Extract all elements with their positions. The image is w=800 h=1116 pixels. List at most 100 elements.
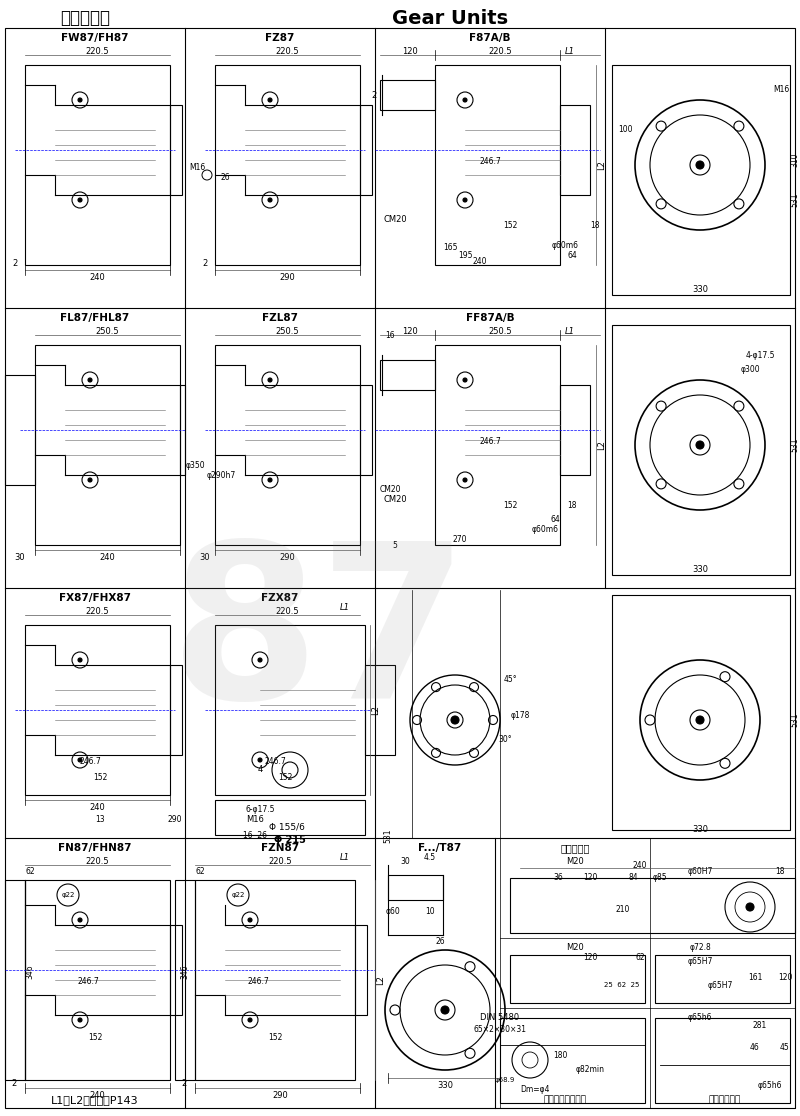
Text: 152: 152 xyxy=(278,773,292,782)
Bar xyxy=(25,625,170,795)
Text: 64: 64 xyxy=(550,516,560,525)
Text: 210: 210 xyxy=(616,905,630,914)
Text: 220.5: 220.5 xyxy=(85,857,109,866)
Text: 16  26: 16 26 xyxy=(243,830,267,839)
Text: 120: 120 xyxy=(402,327,418,337)
Bar xyxy=(365,665,395,756)
Bar xyxy=(25,881,170,1080)
Text: 120: 120 xyxy=(402,48,418,57)
Circle shape xyxy=(268,378,272,382)
Bar xyxy=(215,65,360,264)
Text: 346: 346 xyxy=(181,964,190,980)
Bar xyxy=(215,625,365,795)
Text: 65×2×30×31: 65×2×30×31 xyxy=(474,1026,526,1035)
Text: 290: 290 xyxy=(168,816,182,825)
Text: 18: 18 xyxy=(567,501,577,510)
Text: 246.7: 246.7 xyxy=(479,437,501,446)
Text: 30: 30 xyxy=(14,554,26,562)
Text: 240: 240 xyxy=(89,804,105,812)
Bar xyxy=(435,345,560,545)
Text: L1: L1 xyxy=(565,327,575,337)
Text: 62: 62 xyxy=(25,867,35,876)
Text: φ178: φ178 xyxy=(510,711,530,720)
Text: 6-φ17.5: 6-φ17.5 xyxy=(246,806,274,815)
Circle shape xyxy=(258,758,262,762)
Circle shape xyxy=(696,441,704,449)
Text: 220.5: 220.5 xyxy=(268,857,292,866)
Text: 330: 330 xyxy=(692,286,708,295)
Text: 220.5: 220.5 xyxy=(85,48,109,57)
Circle shape xyxy=(88,378,92,382)
Text: 2: 2 xyxy=(12,259,18,268)
Text: FX87/FHX87: FX87/FHX87 xyxy=(59,593,131,603)
Text: φ68.9: φ68.9 xyxy=(495,1077,515,1083)
Text: 2: 2 xyxy=(202,259,208,268)
Bar xyxy=(612,325,790,575)
Text: FF87A/B: FF87A/B xyxy=(466,312,514,323)
Text: FW87/FH87: FW87/FH87 xyxy=(62,33,129,44)
Text: 531: 531 xyxy=(790,713,799,728)
Text: 30: 30 xyxy=(400,857,410,866)
Circle shape xyxy=(248,918,252,922)
Text: 246.7: 246.7 xyxy=(247,978,269,987)
Bar xyxy=(388,875,443,899)
Text: 270: 270 xyxy=(453,536,467,545)
Text: 4.5: 4.5 xyxy=(424,854,436,863)
Text: 30: 30 xyxy=(200,554,210,562)
Text: L1: L1 xyxy=(565,48,575,57)
Text: 120: 120 xyxy=(583,874,597,883)
Text: 2: 2 xyxy=(11,1078,17,1087)
Text: CM20: CM20 xyxy=(383,496,407,504)
Text: 13: 13 xyxy=(95,816,105,825)
Text: 18: 18 xyxy=(590,221,600,231)
Text: 齿轮减速机: 齿轮减速机 xyxy=(60,9,110,27)
Text: 18: 18 xyxy=(775,867,785,876)
Text: M20: M20 xyxy=(566,943,584,952)
Text: 30°: 30° xyxy=(498,735,512,744)
Text: 25  62  25: 25 62 25 xyxy=(604,982,640,988)
Text: Gear Units: Gear Units xyxy=(392,9,508,28)
Text: 165: 165 xyxy=(442,243,458,252)
Text: 10: 10 xyxy=(425,907,435,916)
Circle shape xyxy=(463,198,467,202)
Circle shape xyxy=(463,98,467,102)
Text: 152: 152 xyxy=(503,500,517,510)
Text: 290: 290 xyxy=(279,273,295,282)
Text: φ65h6: φ65h6 xyxy=(688,1013,712,1022)
Text: F.../T87: F.../T87 xyxy=(418,843,462,853)
Circle shape xyxy=(696,161,704,169)
Text: 152: 152 xyxy=(93,773,107,782)
Text: M16: M16 xyxy=(189,164,205,173)
Text: φ65H7: φ65H7 xyxy=(687,958,713,966)
Text: F87A/B: F87A/B xyxy=(470,33,510,44)
Text: φ22: φ22 xyxy=(231,892,245,898)
Text: 246.7: 246.7 xyxy=(479,157,501,166)
Text: 180: 180 xyxy=(553,1050,567,1059)
Text: L2: L2 xyxy=(598,160,606,170)
Text: 531: 531 xyxy=(790,193,799,208)
Bar xyxy=(612,65,790,295)
Text: FZL87: FZL87 xyxy=(262,312,298,323)
Text: 246.7: 246.7 xyxy=(79,758,101,767)
Circle shape xyxy=(78,1018,82,1022)
Text: FN87/FHN87: FN87/FHN87 xyxy=(58,843,132,853)
Text: 渐开线花键空心轴: 渐开线花键空心轴 xyxy=(543,1096,586,1105)
Text: 220.5: 220.5 xyxy=(488,48,512,57)
Text: 62: 62 xyxy=(635,953,645,962)
Text: 胀紧盘空心轴: 胀紧盘空心轴 xyxy=(709,1096,741,1105)
Bar xyxy=(355,925,367,1014)
Text: φ60m6: φ60m6 xyxy=(551,241,578,250)
Bar xyxy=(612,595,790,830)
Text: 64: 64 xyxy=(567,250,577,260)
Circle shape xyxy=(441,1006,449,1014)
Circle shape xyxy=(78,198,82,202)
Text: M16: M16 xyxy=(246,816,264,825)
Text: φ65H7: φ65H7 xyxy=(707,981,733,990)
Text: L2: L2 xyxy=(371,705,381,715)
Bar xyxy=(25,65,170,264)
Text: 310: 310 xyxy=(790,153,799,167)
Text: 531: 531 xyxy=(383,829,393,844)
Text: φ60H7: φ60H7 xyxy=(687,867,713,876)
Bar xyxy=(5,881,25,1080)
Text: 161: 161 xyxy=(748,973,762,982)
